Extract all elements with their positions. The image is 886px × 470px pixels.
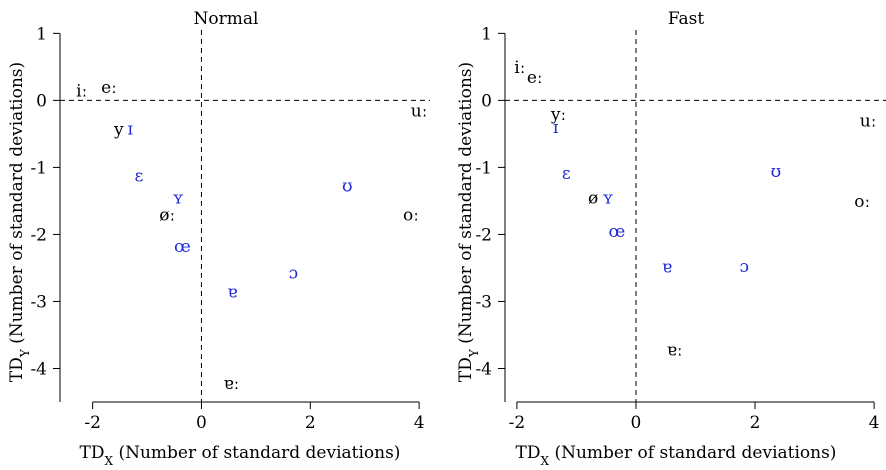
x-tick-label: 4	[414, 413, 425, 433]
x-tick-label: 4	[869, 413, 880, 433]
data-point-label: ɐ	[227, 282, 237, 302]
data-point-label: eː	[527, 68, 543, 88]
x-axis-title: TDX (Number of standard deviations)	[516, 443, 837, 465]
x-tick-label: 0	[196, 413, 207, 433]
y-tick-label: -4	[30, 359, 47, 379]
panel-normal: Normal 1 0 -1 -2 -3 -4 -2 0 2 4 iː eː uː y ɪ ɛ ʏøː œ ʊ oː ɔ ɐ ɐ…	[7, 9, 430, 468]
data-point-label: ɐː	[223, 374, 239, 394]
y-tick-label: -1	[30, 158, 47, 178]
data-point-label: eː	[101, 78, 117, 98]
data-point-label: ɛ	[562, 164, 571, 184]
y-axis-title: TDY (Number of standard deviations)	[456, 62, 481, 382]
data-point-label: ʏ	[602, 189, 613, 209]
data-point-label: œ	[609, 222, 626, 242]
x-tick-label: 2	[750, 413, 761, 433]
data-point-label: œ	[174, 237, 191, 257]
y-tick-label: 1	[36, 24, 47, 44]
data-point-label: uː	[411, 101, 428, 121]
data-point-label: iː	[76, 81, 87, 101]
x-tick-label: 2	[305, 413, 316, 433]
data-point-label: ʊ	[342, 177, 353, 197]
y-tick-label: -3	[475, 292, 492, 312]
data-point-label: ɔ	[289, 264, 299, 284]
data-point-label: y	[113, 120, 124, 140]
data-point-label: yː	[550, 105, 566, 125]
y-tick-label: 1	[481, 24, 492, 44]
data-point-label: ɪ	[553, 118, 559, 138]
data-point-label: uː	[860, 111, 877, 131]
data-point-label: ɐ	[662, 258, 672, 278]
chart-title: Fast	[668, 9, 705, 29]
y-tick-label: -1	[475, 158, 492, 178]
x-axis-title: TDX (Number of standard deviations)	[80, 443, 401, 465]
x-tick-label: -2	[509, 413, 526, 433]
data-point-label: ɐː	[667, 341, 683, 361]
data-point-label: ɛ	[134, 166, 143, 186]
y-tick-label: 0	[481, 91, 492, 111]
data-point-label: oː	[854, 192, 870, 212]
data-point-label: ɪ	[127, 120, 133, 140]
data-point-label: ø	[588, 189, 598, 209]
y-tick-label: -2	[30, 225, 47, 245]
chart-title: Normal	[194, 9, 259, 29]
data-point-label: ɔ	[740, 257, 750, 277]
data-point-label: oː	[403, 205, 419, 225]
y-tick-label: -3	[30, 292, 47, 312]
y-tick-label: -4	[475, 359, 492, 379]
x-tick-label: 0	[631, 413, 642, 433]
data-point-label: ʊ	[771, 162, 782, 182]
data-point-label: ʏ	[173, 189, 184, 209]
y-tick-label: -2	[475, 225, 492, 245]
x-tick-label: -2	[84, 413, 101, 433]
y-axis-title: TDY (Number of standard deviations)	[7, 62, 32, 382]
y-tick-label: 0	[36, 91, 47, 111]
data-point-label: iː	[514, 58, 525, 78]
data-point-label: øː	[159, 205, 175, 225]
